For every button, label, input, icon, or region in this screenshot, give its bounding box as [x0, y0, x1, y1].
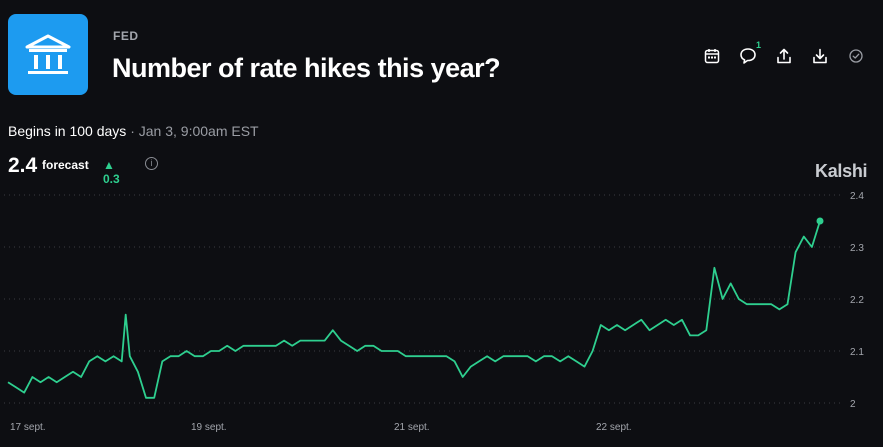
x-axis-labels: 17 sept. 19 sept. 21 sept. 22 sept.	[10, 422, 632, 433]
forecast-chart: 2 2.1 2.2 2.3 2.4 17 sept. 19 sept. 21 sept. 22…	[4, 191, 864, 433]
share-icon	[777, 48, 791, 64]
info-icon[interactable]: i	[145, 157, 158, 170]
check-circle-icon	[849, 49, 863, 63]
chart-grid	[4, 194, 840, 404]
calendar-icon	[704, 49, 720, 64]
y-axis-labels: 2 2.1 2.2 2.3 2.4	[850, 191, 864, 410]
x-tick-label: 21 sept.	[394, 422, 430, 433]
market-title: Number of rate hikes this year?	[112, 53, 501, 83]
bank-icon	[25, 34, 71, 74]
schedule-separator: ·	[130, 123, 135, 139]
x-tick-label: 19 sept.	[191, 422, 227, 433]
status-button[interactable]	[844, 44, 868, 68]
begins-date: Jan 3, 9:00am EST	[138, 123, 259, 139]
y-tick-label: 2.2	[850, 295, 864, 306]
comment-icon	[740, 48, 756, 64]
latest-point-marker	[816, 217, 824, 225]
x-tick-label: 22 sept.	[596, 422, 632, 433]
forecast-line	[7, 220, 821, 399]
share-button[interactable]	[772, 44, 796, 68]
forecast-change: ▲ 0.3	[103, 158, 120, 186]
begins-text: Begins in 100 days	[8, 123, 127, 139]
forecast-label: forecast	[42, 158, 89, 172]
download-icon	[813, 48, 827, 64]
comment-count-badge: 1	[756, 40, 762, 50]
y-tick-label: 2.3	[850, 243, 864, 254]
forecast-value: 2.4	[8, 154, 38, 177]
market-schedule: Begins in 100 days · Jan 3, 9:00am EST	[8, 123, 259, 139]
fed-logo	[8, 14, 88, 95]
market-category: FED	[113, 29, 139, 43]
calendar-button[interactable]	[700, 44, 724, 68]
download-button[interactable]	[808, 44, 832, 68]
y-tick-label: 2.1	[850, 347, 864, 358]
kalshi-brand: Kalshi	[815, 161, 868, 181]
x-tick-label: 17 sept.	[10, 422, 46, 433]
comments-button[interactable]	[736, 44, 760, 68]
y-tick-label: 2	[850, 399, 856, 410]
y-tick-label: 2.4	[850, 191, 864, 202]
